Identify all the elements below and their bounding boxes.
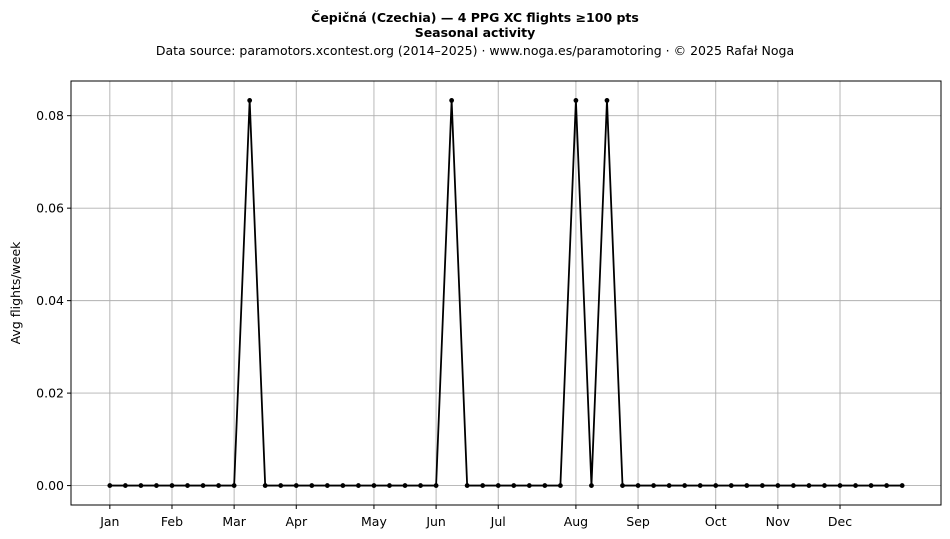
data-point xyxy=(464,483,470,488)
x-tick-label: Jul xyxy=(490,514,506,529)
data-point xyxy=(262,483,268,488)
data-point xyxy=(635,483,641,488)
y-tick-label: 0.02 xyxy=(36,386,64,401)
data-point xyxy=(169,483,175,488)
data-point xyxy=(542,483,548,488)
data-point xyxy=(666,483,672,488)
y-tick-label: 0.06 xyxy=(36,201,64,216)
data-point xyxy=(697,483,703,488)
data-source-credit: Data source: paramotors.xcontest.org (20… xyxy=(155,43,795,58)
y-axis: 0.00 0.02 0.04 0.06 0.08 xyxy=(36,108,71,493)
x-tick-label: Jan xyxy=(99,514,119,529)
x-tick-label: Apr xyxy=(285,514,307,529)
x-tick-label: May xyxy=(361,514,387,529)
x-tick-label: Dec xyxy=(828,514,852,529)
x-tick-label: Sep xyxy=(626,514,650,529)
plot-frame xyxy=(70,80,942,506)
data-point xyxy=(822,483,827,488)
series-line xyxy=(109,99,903,487)
data-point xyxy=(278,483,284,488)
data-point xyxy=(775,483,781,488)
chart-subtitle: Seasonal activity xyxy=(414,25,536,40)
data-point xyxy=(837,483,843,488)
grid xyxy=(71,81,941,505)
data-point xyxy=(713,483,719,488)
data-point xyxy=(759,483,765,488)
data-point xyxy=(526,483,532,488)
data-point xyxy=(340,483,346,488)
data-point xyxy=(853,483,858,488)
x-tick-label: Aug xyxy=(564,514,588,529)
data-point xyxy=(899,483,905,488)
data-point xyxy=(868,483,874,488)
data-point xyxy=(651,483,656,488)
x-tick-label: Nov xyxy=(766,514,791,529)
data-point xyxy=(511,483,517,488)
data-point xyxy=(589,483,594,488)
series-markers xyxy=(107,98,905,488)
y-axis-label: Avg flights/week xyxy=(8,241,23,345)
data-point xyxy=(884,483,890,488)
data-point xyxy=(231,483,237,488)
data-point xyxy=(682,483,688,488)
x-tick-label: Oct xyxy=(705,514,727,529)
data-point xyxy=(480,483,486,488)
data-point xyxy=(122,483,128,488)
x-axis: Jan Feb Mar Apr May Jun Jul Aug Sep Oct Nov Dec xyxy=(99,505,852,529)
data-point xyxy=(744,483,750,488)
data-point xyxy=(185,483,190,488)
data-point xyxy=(107,483,113,488)
x-tick-label: Jun xyxy=(425,514,446,529)
series-path xyxy=(109,99,903,487)
y-tick-label: 0.00 xyxy=(36,478,64,493)
data-point xyxy=(387,483,392,488)
data-point xyxy=(293,483,299,488)
chart-title: Čepičná (Czechia) — 4 PPG XC flights ≥10… xyxy=(311,10,639,25)
data-point xyxy=(620,483,625,488)
data-point xyxy=(309,483,315,488)
data-point xyxy=(573,98,579,103)
data-point xyxy=(806,483,812,488)
x-tick-label: Feb xyxy=(161,514,183,529)
data-point xyxy=(154,483,159,488)
data-point xyxy=(449,98,455,103)
data-point xyxy=(200,483,206,488)
data-point xyxy=(402,483,408,488)
data-point xyxy=(604,98,610,103)
title-block: Čepičná (Czechia) — 4 PPG XC flights ≥10… xyxy=(0,10,950,60)
data-point xyxy=(433,483,439,488)
y-tick-label: 0.04 xyxy=(36,293,64,308)
y-tick-label: 0.08 xyxy=(36,108,64,123)
data-point xyxy=(418,483,423,488)
data-point xyxy=(216,483,221,488)
data-point xyxy=(557,483,563,488)
data-point xyxy=(791,483,796,488)
data-point xyxy=(138,483,144,488)
data-point xyxy=(728,483,734,488)
data-point xyxy=(324,483,330,488)
data-point xyxy=(495,483,501,488)
data-point xyxy=(371,483,377,488)
x-tick-label: Mar xyxy=(222,514,246,529)
data-point xyxy=(247,98,253,103)
data-point xyxy=(356,483,361,488)
